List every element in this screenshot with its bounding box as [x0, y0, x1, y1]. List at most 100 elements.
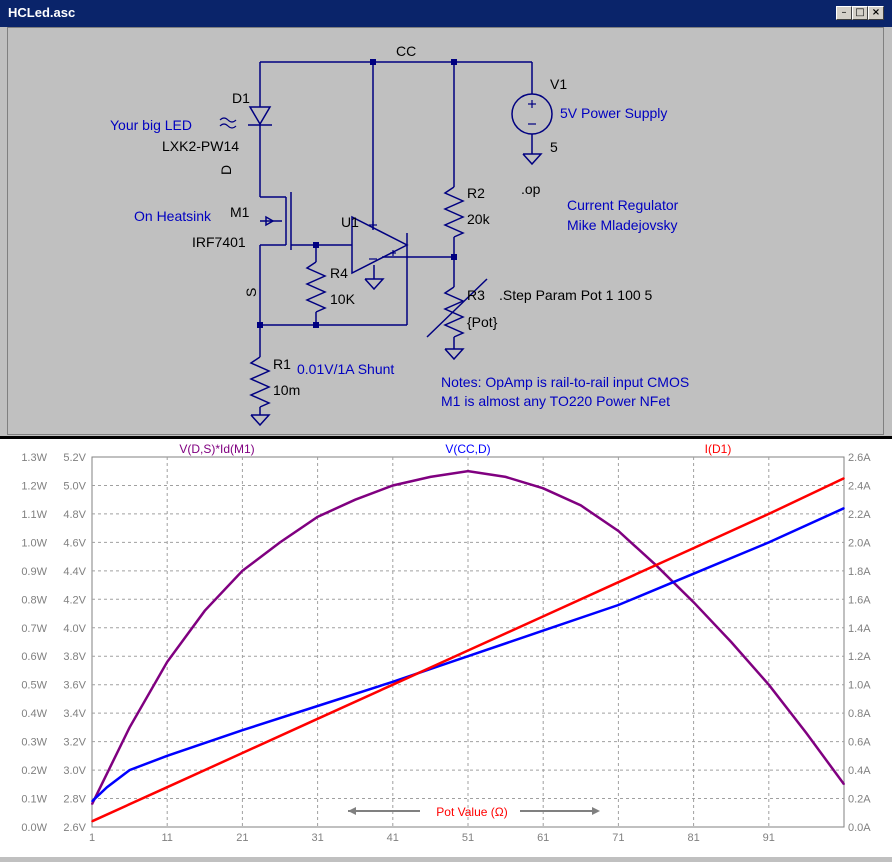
d1-ref: D1	[232, 90, 250, 106]
title-note-line2: Mike Mladejovsky	[567, 217, 677, 233]
legend-entry: I(D1)	[705, 442, 732, 456]
r1-ref: R1	[273, 356, 291, 372]
y-tick-a: 2.4A	[848, 480, 871, 492]
data-point	[279, 541, 281, 544]
x-tick: 91	[763, 832, 775, 844]
data-point	[805, 732, 808, 734]
x-tick: 51	[462, 832, 474, 844]
data-point	[241, 752, 244, 754]
data-point	[128, 726, 131, 729]
y-tick-a: 2.2A	[848, 509, 871, 521]
y-tick-w: 1.0W	[21, 537, 47, 549]
y-tick-v: 2.6V	[63, 822, 86, 834]
m1-ref: M1	[230, 204, 250, 220]
x-tick: 41	[387, 832, 399, 844]
x-tick: 11	[161, 832, 172, 844]
y-tick-a: 0.4A	[848, 765, 871, 777]
x-tick: 1	[89, 832, 95, 844]
data-point	[204, 609, 206, 612]
data-point	[392, 484, 394, 487]
y-tick-a: 1.0A	[848, 680, 871, 692]
data-point	[316, 515, 319, 518]
y-tick-a: 2.0A	[848, 537, 871, 549]
schematic-canvas[interactable]: CC D1 LXK2-PW14 D M1 IRF7401 S U1 R4 10K…	[7, 27, 884, 435]
data-point	[467, 470, 469, 473]
y-tick-a: 1.6A	[848, 594, 871, 606]
y-tick-v: 3.6V	[63, 680, 86, 692]
data-point	[128, 769, 131, 771]
m1-model: IRF7401	[192, 234, 246, 250]
y-tick-w: 0.1W	[21, 794, 47, 806]
legend-entry: V(D,S)*Id(M1)	[179, 442, 254, 456]
y-tick-a: 1.4A	[848, 623, 871, 635]
r2-ref: R2	[467, 185, 485, 201]
data-point	[768, 541, 770, 544]
data-point	[617, 581, 620, 584]
r1-value: 10m	[273, 382, 300, 398]
y-tick-a: 1.8A	[848, 566, 871, 578]
data-point	[843, 507, 845, 510]
schematic-window: HCLed.asc – □ ×	[0, 0, 892, 437]
maximize-button[interactable]: □	[852, 6, 868, 20]
y-tick-a: 0.2A	[848, 794, 871, 806]
r3-ref: R3	[467, 287, 485, 303]
y-tick-v: 4.2V	[63, 594, 86, 606]
u1-ref: U1	[341, 214, 359, 230]
x-tick: 61	[537, 832, 549, 844]
v1-comment: 5V Power Supply	[560, 105, 667, 121]
op-directive: .op	[521, 181, 541, 197]
m1-pin-s: S	[243, 288, 259, 297]
y-tick-w: 0.9W	[21, 566, 47, 578]
y-tick-w: 1.3W	[21, 452, 47, 464]
data-point	[91, 803, 93, 806]
title-note-line1: Current Regulator	[567, 197, 679, 213]
data-point	[241, 729, 244, 732]
x-tick: 31	[311, 832, 323, 844]
data-point	[166, 786, 168, 788]
data-point	[91, 800, 93, 803]
data-point	[692, 601, 695, 603]
close-button[interactable]: ×	[868, 6, 884, 20]
y-tick-v: 5.0V	[63, 480, 86, 492]
y-tick-v: 5.2V	[63, 452, 86, 464]
y-tick-w: 0.4W	[21, 708, 47, 720]
notes-line1: Notes: OpAmp is rail-to-rail input CMOS	[441, 374, 689, 390]
data-point	[467, 655, 469, 658]
pane-separator[interactable]	[0, 436, 892, 439]
data-point	[617, 530, 620, 532]
notes-line2: M1 is almost any TO220 Power NFet	[441, 393, 670, 409]
waveform-viewer[interactable]: 0.0W 2.6V 0.0A 0.1W 2.8V 0.2A 0.2W 3.0V 0.4A 0.3W…	[0, 439, 892, 857]
r1-comment: 0.01V/1A Shunt	[297, 361, 394, 377]
minimize-button[interactable]: –	[836, 6, 852, 20]
data-point	[316, 705, 319, 707]
data-point	[617, 604, 620, 606]
m1-comment: On Heatsink	[134, 208, 212, 224]
waveform-plot: 0.0W 2.6V 0.0A 0.1W 2.8V 0.2A 0.2W 3.0V 0.4A 0.3W…	[21, 442, 871, 844]
y-tick-v: 3.2V	[63, 737, 86, 749]
y-tick-v: 4.0V	[63, 623, 86, 635]
y-tick-w: 0.6W	[21, 651, 47, 663]
d1-comment: Your big LED	[110, 117, 192, 133]
net-label-cc: CC	[396, 43, 416, 59]
data-point	[692, 547, 695, 549]
data-point	[768, 513, 770, 515]
d1-model: LXK2-PW14	[162, 138, 239, 154]
data-point	[467, 649, 469, 652]
y-tick-w: 1.2W	[21, 480, 47, 492]
data-point	[392, 683, 394, 686]
y-tick-v: 3.4V	[63, 708, 86, 720]
y-tick-v: 3.8V	[63, 651, 86, 663]
window-title: HCLed.asc	[8, 5, 76, 20]
title-bar: HCLed.asc – □ ×	[0, 0, 892, 27]
x-tick: 81	[687, 832, 699, 844]
y-tick-a: 2.6A	[848, 452, 871, 464]
y-tick-w: 0.7W	[21, 623, 47, 635]
data-point	[768, 683, 770, 686]
y-tick-w: 0.2W	[21, 765, 47, 777]
data-point	[392, 681, 394, 683]
data-point	[354, 498, 357, 501]
schematic-drawing: CC D1 LXK2-PW14 D M1 IRF7401 S U1 R4 10K…	[110, 43, 689, 427]
data-point	[843, 783, 845, 786]
data-point	[580, 504, 582, 507]
x-tick: 21	[236, 832, 248, 844]
